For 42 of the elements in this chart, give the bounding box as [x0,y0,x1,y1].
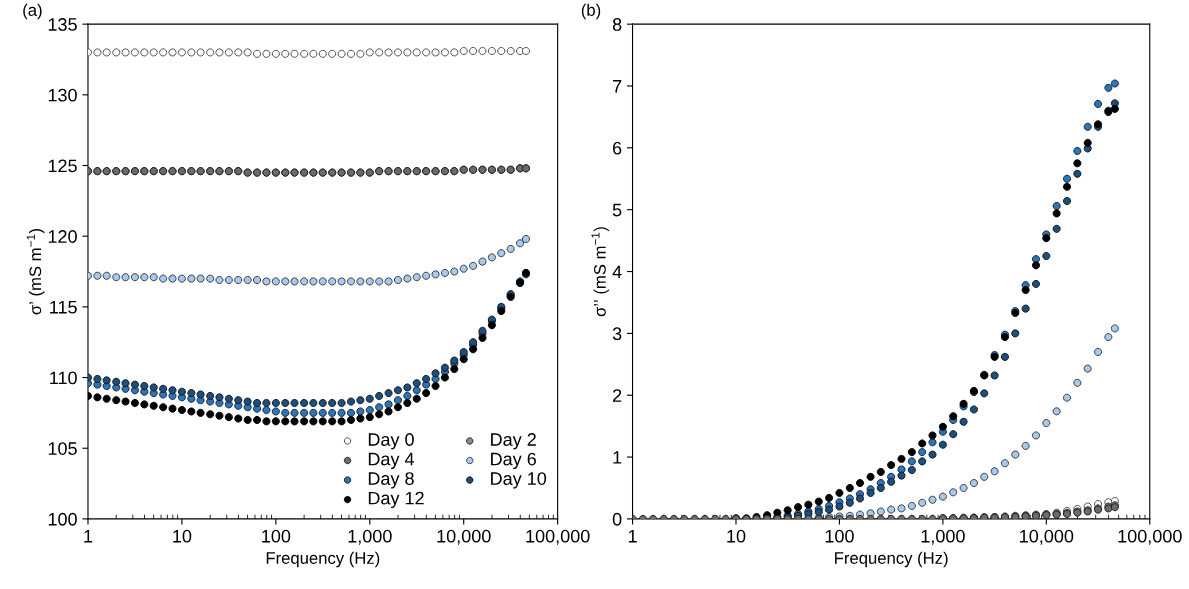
y-tick-label: 1 [613,451,622,464]
y-tick-label: 0 [612,512,622,526]
y-tick-label: 2 [613,389,622,402]
legend-label: Day 0 [368,433,414,450]
y-tick-label: 105 [48,442,77,455]
y-tick-label: 115 [50,300,77,314]
x-tick-label: 100,000 [526,529,590,545]
y-tick-label: 135 [48,18,77,31]
legend-label: Day 8 [368,472,414,489]
x-tick-label: 1,000 [348,529,392,545]
x-axis-title: Frequency (Hz) [835,551,948,568]
y-tick-label: 125 [48,159,77,173]
y-tick-label: 120 [48,230,77,243]
y-tick-label: 7 [613,80,622,93]
x-tick-label: 1 [84,529,93,543]
x-tick-label: 1,000 [921,529,965,545]
y-tick-label: 100 [48,512,77,526]
legend-label: Day 4 [368,452,415,469]
x-tick-label: 10 [727,529,746,543]
x-tick-label: 10,000 [1020,529,1074,545]
x-tick-label: 10,000 [437,529,491,545]
x-tick-label: 100,000 [1118,529,1182,545]
y-axis-title: σ’’ (mS m$^{−1}$) [591,227,610,317]
legend-label: Day 10 [491,472,547,489]
y-tick-label: 110 [50,371,77,385]
x-tick-label: 100 [825,529,854,543]
chart-title: (a) [23,3,42,20]
legend-label: Day 2 [491,433,536,450]
y-tick-label: 3 [612,327,622,341]
x-tick-label: 100 [262,529,291,543]
y-tick-label: 4 [612,265,622,279]
y-tick-label: 8 [612,18,622,31]
legend-label: Day 6 [491,452,536,469]
x-axis-title: Frequency (Hz) [266,551,380,568]
x-tick-label: 1 [628,529,637,543]
chart-title: (b) [581,3,601,20]
x-tick-label: 10 [173,529,192,543]
y-tick-label: 6 [613,141,622,155]
y-tick-label: 130 [48,88,77,102]
y-tick-label: 5 [612,203,622,217]
y-axis-title: σ’ (mS m$^{−1}$) [26,229,45,315]
legend-label: Day 12 [368,491,424,509]
